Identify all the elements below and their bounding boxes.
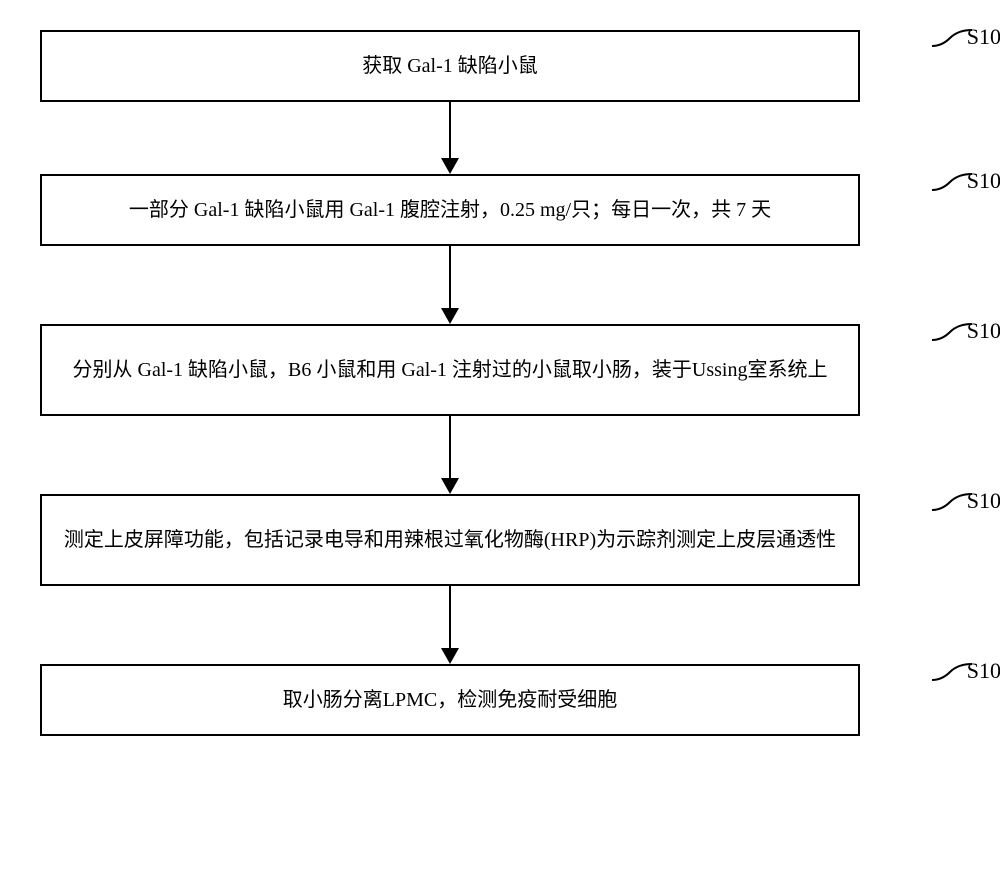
step-label: S105 [967,658,1000,684]
arrow-head-icon [441,158,459,174]
step-label: S103 [967,318,1000,344]
flowchart-arrow [40,416,860,494]
step-box-s105: 取小肠分离LPMC，检测免疫耐受细胞 [40,664,860,736]
step-label: S104 [967,488,1000,514]
arrow-head-icon [441,478,459,494]
flowchart-step: 测定上皮屏障功能，包括记录电导和用辣根过氧化物酶(HRP)为示踪剂测定上皮层通透… [40,494,960,586]
step-box-s102: 一部分 Gal-1 缺陷小鼠用 Gal-1 腹腔注射，0.25 mg/只；每日一… [40,174,860,246]
step-text: 取小肠分离LPMC，检测免疫耐受细胞 [283,683,617,717]
step-text: 一部分 Gal-1 缺陷小鼠用 Gal-1 腹腔注射，0.25 mg/只；每日一… [129,193,771,227]
step-text: 分别从 Gal-1 缺陷小鼠，B6 小鼠和用 Gal-1 注射过的小鼠取小肠，装… [73,353,828,387]
flowchart-step: 一部分 Gal-1 缺陷小鼠用 Gal-1 腹腔注射，0.25 mg/只；每日一… [40,174,960,246]
flowchart-arrow [40,246,860,324]
flowchart-arrow [40,586,860,664]
flowchart-step: 获取 Gal-1 缺陷小鼠 S101 [40,30,960,102]
flowchart-arrow [40,102,860,174]
step-label: S101 [967,24,1000,50]
arrow-line [449,586,451,650]
step-text: 获取 Gal-1 缺陷小鼠 [362,49,538,83]
step-label: S102 [967,168,1000,194]
step-box-s104: 测定上皮屏障功能，包括记录电导和用辣根过氧化物酶(HRP)为示踪剂测定上皮层通透… [40,494,860,586]
arrow-line [449,102,451,160]
flowchart-container: 获取 Gal-1 缺陷小鼠 S101 一部分 Gal-1 缺陷小鼠用 Gal-1… [40,30,960,736]
flowchart-step: 分别从 Gal-1 缺陷小鼠，B6 小鼠和用 Gal-1 注射过的小鼠取小肠，装… [40,324,960,416]
arrow-head-icon [441,308,459,324]
arrow-line [449,246,451,310]
arrow-head-icon [441,648,459,664]
step-box-s103: 分别从 Gal-1 缺陷小鼠，B6 小鼠和用 Gal-1 注射过的小鼠取小肠，装… [40,324,860,416]
step-text: 测定上皮屏障功能，包括记录电导和用辣根过氧化物酶(HRP)为示踪剂测定上皮层通透… [64,523,836,557]
arrow-line [449,416,451,480]
flowchart-step: 取小肠分离LPMC，检测免疫耐受细胞 S105 [40,664,960,736]
step-box-s101: 获取 Gal-1 缺陷小鼠 [40,30,860,102]
